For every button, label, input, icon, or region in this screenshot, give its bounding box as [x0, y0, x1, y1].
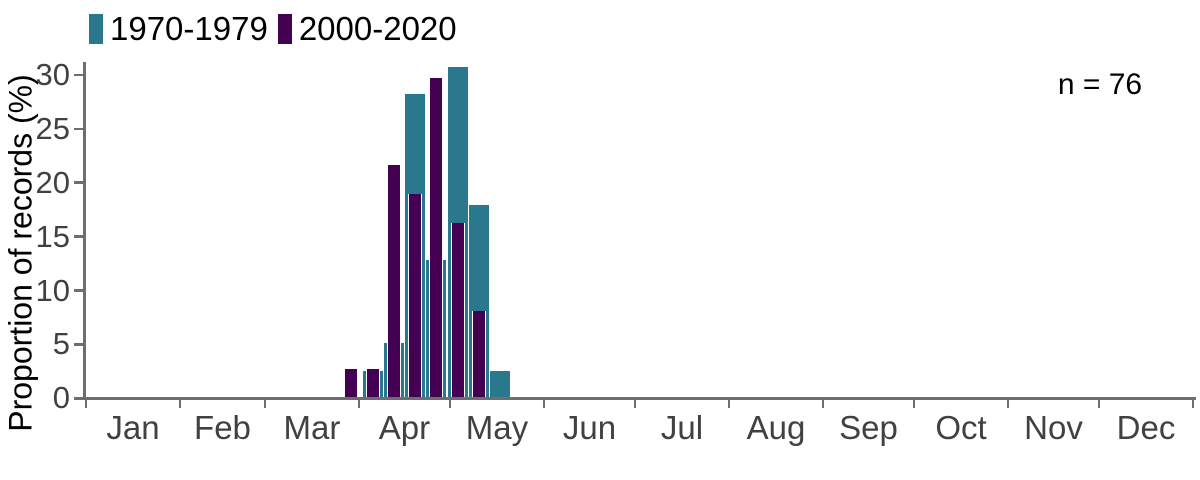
x-tick-label-mar: Mar [283, 409, 341, 446]
x-tick [633, 399, 637, 409]
y-tick [73, 127, 84, 131]
x-tick [542, 399, 546, 409]
bar-2000-2020-bin-1 [365, 369, 380, 397]
x-tick [912, 399, 916, 409]
x-tick-label-apr: Apr [378, 409, 431, 446]
bar-1970-1979-bin-7 [489, 370, 510, 397]
x-tick-label-jun: Jun [562, 409, 617, 446]
x-tick [178, 399, 182, 409]
bar-2000-2020-bin-0 [344, 369, 359, 397]
y-tick-label: 0 [52, 380, 70, 416]
x-tick [821, 399, 825, 409]
x-tick-label-nov: Nov [1024, 409, 1083, 446]
y-tick [73, 181, 84, 184]
legend: 1970-1979 2000-2020 [89, 12, 457, 46]
bar-2000-2020-bin-2 [386, 165, 401, 397]
bar-2000-2020-bin-5 [450, 223, 465, 397]
x-tick-label-jul: Jul [660, 409, 704, 446]
x-tick [263, 399, 267, 409]
y-tick [73, 289, 84, 292]
x-tick [1097, 399, 1101, 409]
x-tick [357, 399, 361, 409]
x-tick [84, 399, 88, 409]
sample-size-annotation: n = 76 [1057, 68, 1143, 101]
x-axis-line [83, 397, 1196, 400]
legend-label-2000-2020: 2000-2020 [298, 10, 457, 47]
y-tick-label: 20 [35, 164, 70, 200]
legend-swatch-1970-1979-icon [89, 14, 103, 44]
legend-swatch-2000-2020-icon [277, 14, 292, 44]
legend-label-1970-1979: 1970-1979 [110, 10, 268, 47]
legend-item-1970-1979: 1970-1979 [89, 12, 268, 46]
bar-2000-2020-bin-6 [471, 310, 486, 397]
x-tick-label-oct: Oct [935, 409, 987, 446]
x-tick-label-dec: Dec [1116, 409, 1176, 446]
y-axis-line [83, 62, 86, 399]
y-tick-label: 10 [35, 272, 70, 308]
x-tick-label-may: May [465, 409, 529, 446]
x-tick-label-aug: Aug [746, 409, 806, 446]
y-tick-label: 30 [35, 56, 70, 92]
bar-2000-2020-bin-4 [429, 77, 444, 397]
x-tick [448, 399, 452, 409]
bar-2000-2020-bin-3 [408, 194, 423, 397]
y-tick [73, 73, 84, 77]
x-tick-label-sep: Sep [839, 409, 898, 446]
legend-item-2000-2020: 2000-2020 [277, 10, 457, 47]
x-tick [1191, 399, 1195, 409]
x-tick [1006, 399, 1010, 409]
y-tick [73, 343, 84, 346]
y-tick-label: 5 [52, 326, 70, 362]
x-tick-label-jan: Jan [106, 409, 160, 446]
y-tick [73, 397, 84, 400]
x-tick-label-feb: Feb [194, 409, 251, 446]
y-tick-label: 25 [35, 110, 70, 146]
y-tick-label: 15 [35, 218, 70, 254]
y-tick [73, 235, 84, 238]
x-tick [727, 399, 731, 409]
